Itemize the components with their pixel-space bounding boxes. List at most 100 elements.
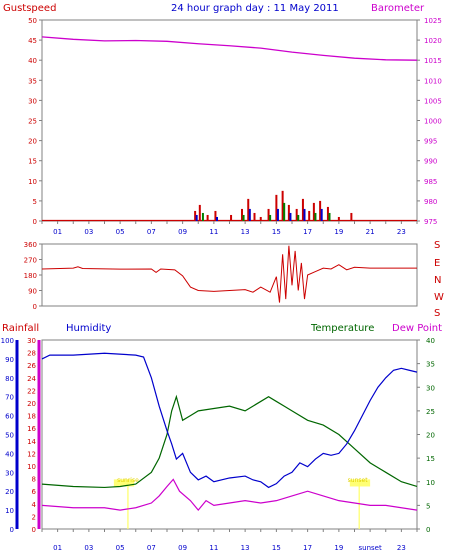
panel-humidity-temp <box>41 339 418 530</box>
gust-bar <box>206 214 209 221</box>
right-tick-label: 1025 <box>424 17 442 25</box>
humidity-tick-label: 70 <box>5 394 14 402</box>
compass-e: E <box>434 258 440 269</box>
temp-tick-label: 35 <box>426 361 435 369</box>
wind-bar <box>289 212 292 221</box>
left-tick-label: 10 <box>28 178 37 186</box>
gust-bar <box>247 198 250 221</box>
humidity-tick-label: 30 <box>5 469 14 477</box>
temp-tick-label: 20 <box>426 432 435 440</box>
rain-tick-label: 4 <box>32 501 37 509</box>
axis-ticks: 0510152025303540455097598098599099510001… <box>1 17 442 552</box>
wind-bar <box>283 202 286 221</box>
rain-tick-label: 0 <box>32 526 36 534</box>
x-tick-top-label: 15 <box>272 228 281 236</box>
sunrise-band <box>113 479 135 487</box>
temp-tick-label: 40 <box>426 337 435 345</box>
sunrise-label: sunrise <box>117 477 139 484</box>
rain-tick-label: 28 <box>27 350 36 358</box>
gust-bar <box>312 202 315 221</box>
wind-bar <box>314 212 317 221</box>
direction-tick-label: 90 <box>28 288 37 296</box>
x-tick-top-label: 21 <box>366 228 375 236</box>
wind-bar <box>297 214 300 221</box>
gust-bar <box>253 212 256 221</box>
barometer-line <box>41 36 418 61</box>
rain-tick-label: 24 <box>27 375 36 383</box>
humidity-line <box>41 352 418 489</box>
left-tick-label: 50 <box>28 17 37 25</box>
x-tick-top-label: 17 <box>303 228 312 236</box>
left-tick-label: 45 <box>28 37 37 45</box>
wind-bar <box>303 208 306 221</box>
rain-tick-label: 8 <box>32 476 36 484</box>
x-tick-bottom-label: 09 <box>178 544 187 552</box>
wind-baro-marks <box>41 36 418 222</box>
rainfall-label: Rainfall <box>2 323 39 334</box>
rain-tick-label: 2 <box>32 513 36 521</box>
rain-tick-label: 10 <box>27 463 36 471</box>
humidity-tick-label: 0 <box>10 526 14 534</box>
compass-n: N <box>434 275 441 286</box>
x-tick-top-label: 13 <box>241 228 250 236</box>
gust-bar <box>281 190 284 221</box>
right-tick-label: 1010 <box>424 77 442 85</box>
gust-bar <box>214 210 217 221</box>
direction-tick-label: 180 <box>24 272 37 280</box>
right-tick-label: 1005 <box>424 97 442 105</box>
x-tick-bottom-label: 19 <box>334 544 343 552</box>
humidity-tick-label: 10 <box>5 507 14 515</box>
left-tick-label: 15 <box>28 158 37 166</box>
gustspeed-label: Gustspeed <box>3 3 56 14</box>
temp-tick-label: 15 <box>426 455 435 463</box>
sunset-band-label: sunset <box>348 477 369 484</box>
gust-bar <box>337 216 340 221</box>
x-tick-top-label: 09 <box>178 228 187 236</box>
panel-direction <box>41 243 418 307</box>
gust-bar <box>319 200 322 221</box>
x-tick-bottom-label: 23 <box>397 544 406 552</box>
rain-tick-label: 14 <box>27 438 36 446</box>
temp-tick-label: 0 <box>426 526 430 534</box>
wind-bar <box>276 208 279 221</box>
right-tick-label: 990 <box>424 158 437 166</box>
x-tick-bottom-label: 13 <box>241 544 250 552</box>
temp-tick-label: 10 <box>426 479 435 487</box>
x-tick-top-label: 07 <box>147 228 156 236</box>
gust-bar <box>350 212 353 221</box>
x-tick-top-label: 01 <box>53 228 62 236</box>
humidity-tick-label: 40 <box>5 450 14 458</box>
rain-tick-label: 12 <box>27 450 36 458</box>
humidity-tick-label: 60 <box>5 413 14 421</box>
compass-s-top: S <box>434 240 440 251</box>
wind-bar <box>201 212 204 221</box>
right-tick-label: 980 <box>424 198 437 206</box>
direction-tick-label: 270 <box>24 257 37 265</box>
gust-bar <box>198 204 201 221</box>
x-tick-bottom-label: 01 <box>53 544 62 552</box>
wind-bar <box>248 208 251 221</box>
x-tick-bottom-label: sunset <box>359 544 382 552</box>
humidity-tick-label: 90 <box>5 356 14 364</box>
wind-bar <box>328 212 331 221</box>
left-tick-label: 0 <box>33 218 37 226</box>
rain-tick-label: 6 <box>32 488 37 496</box>
right-tick-label: 1000 <box>424 118 442 126</box>
gust-bar <box>267 208 270 221</box>
right-tick-label: 995 <box>424 138 437 146</box>
rain-tick-label: 18 <box>27 413 36 421</box>
humidity-tick-label: 100 <box>1 337 14 345</box>
rain-tick-label: 22 <box>27 387 36 395</box>
wind-bar <box>320 208 323 221</box>
wind-bar <box>242 214 245 221</box>
panel-wind-baro <box>41 19 418 222</box>
direction-tick-label: 360 <box>24 241 37 249</box>
humidity-label: Humidity <box>66 323 111 334</box>
temp-tick-label: 30 <box>426 384 435 392</box>
right-tick-label: 1020 <box>424 37 442 45</box>
barometer-label: Barometer <box>371 3 425 14</box>
x-tick-bottom-label: 15 <box>272 544 281 552</box>
left-tick-label: 35 <box>28 77 37 85</box>
